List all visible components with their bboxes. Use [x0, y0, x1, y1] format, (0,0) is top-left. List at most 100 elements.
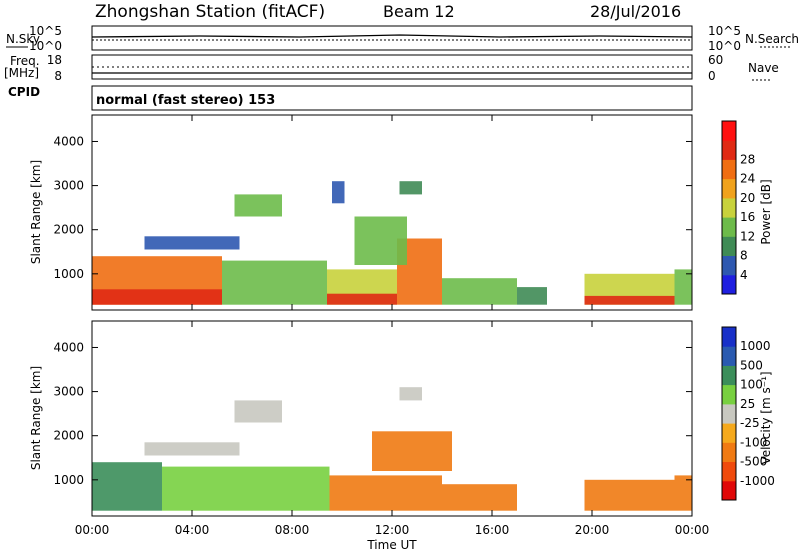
colorbar-tick-label: -25	[740, 416, 760, 430]
power-region-11	[144, 236, 240, 250]
power-region-6	[442, 278, 517, 305]
nave-label: Nave	[748, 61, 779, 75]
colorbar-segment	[722, 274, 736, 295]
cpid-label: CPID	[8, 85, 40, 99]
y-tick-label: 1000	[53, 267, 84, 281]
beam-label: Beam 12	[383, 2, 455, 21]
colorbar-tick-label: 500	[740, 358, 763, 372]
colorbar-frame	[721, 326, 737, 501]
power-region-10	[674, 269, 692, 305]
colorbar-segment	[722, 403, 736, 424]
x-tick-label: 16:00	[475, 523, 510, 537]
power-region-7	[517, 287, 547, 305]
power-ylabel: Slant Range [km]	[29, 160, 43, 264]
velocity-colorbar-label: Velocity [m s⁻¹]	[759, 371, 773, 464]
velocity-region-5	[584, 479, 675, 511]
nsky-label: N.Sky	[6, 32, 40, 46]
colorbar-segment	[722, 327, 736, 347]
velocity-colorbar: 1000 500 100 25 -25 -100 -500 -1000	[721, 326, 775, 501]
velocity-region-4	[442, 484, 517, 511]
colorbar-segment	[722, 384, 736, 405]
time-axis-label: Time UT	[366, 538, 417, 552]
velocity-region-8	[234, 400, 282, 423]
colorbar-frame	[721, 120, 737, 295]
power-region-12	[234, 194, 282, 217]
y-tick-label: 3000	[53, 385, 84, 399]
colorbar-tick-label: 8	[740, 249, 748, 263]
cpid-panel-frame	[91, 85, 693, 111]
y-tick-label: 2000	[53, 223, 84, 237]
colorbar-segment	[722, 255, 736, 276]
colorbar-segment	[722, 159, 736, 180]
velocity-region-6	[674, 475, 692, 511]
x-tick-label: 08:00	[275, 523, 310, 537]
colorbar-tick-label: 20	[740, 191, 755, 205]
colorbar-tick-label: 4	[740, 268, 748, 282]
velocity-y-axis: 1000 2000 3000 4000	[53, 340, 692, 487]
colorbar-tick-label: 1000	[740, 339, 771, 353]
cpid-text: normal (fast stereo) 153	[96, 93, 275, 108]
velocity-region-3	[372, 431, 452, 471]
colorbar-segment	[722, 346, 736, 366]
power-region-1	[92, 289, 222, 305]
nsky-trace	[91, 34, 693, 38]
velocity-region-0	[92, 462, 162, 511]
colorbar-tick-label: -500	[740, 455, 767, 469]
colorbar-tick-label: 25	[740, 397, 755, 411]
velocity-region-9	[399, 387, 422, 401]
colorbar-segment	[722, 442, 736, 462]
station-title: Zhongshan Station (fitACF)	[95, 2, 325, 22]
colorbar-segment	[722, 236, 736, 256]
power-region-14	[399, 181, 422, 195]
power-region-2	[222, 260, 327, 305]
x-tick-label: 12:00	[375, 523, 410, 537]
x-tick-label: 04:00	[175, 523, 210, 537]
colorbar-segment	[722, 217, 736, 237]
velocity-region-7	[144, 442, 240, 456]
nsearch-label: N.Search	[745, 32, 799, 46]
colorbar-tick-label: 16	[740, 210, 755, 224]
colorbar-tick-label: -100	[740, 435, 767, 449]
time-axis: 00:00 04:00 08:00 12:00 16:00 20:00 00:00	[75, 115, 710, 537]
x-tick-label: 00:00	[75, 523, 110, 537]
power-region-15	[354, 216, 407, 265]
velocity-ylabel: Slant Range [km]	[29, 366, 43, 470]
freq-label: Freq.	[10, 54, 40, 68]
colorbar-segment	[722, 121, 736, 141]
colorbar-segment	[722, 480, 736, 501]
colorbar-tick-label: -1000	[740, 474, 775, 488]
x-tick-label: 00:00	[675, 523, 710, 537]
colorbar-tick-label: 100	[740, 378, 763, 392]
power-region-9	[584, 295, 675, 305]
colorbar-segment	[722, 461, 736, 482]
power-region-4	[327, 293, 397, 305]
power-heatmap	[92, 181, 692, 305]
noise-panel-frame	[91, 25, 693, 51]
nsky-tick-bottom: 10^0	[29, 39, 62, 53]
colorbar-tick-label: 28	[740, 152, 755, 166]
colorbar-segment	[722, 140, 736, 160]
velocity-heatmap	[92, 387, 692, 511]
colorbar-tick-label: 24	[740, 172, 755, 186]
colorbar-tick-label: 12	[740, 229, 755, 243]
freq-unit: [MHz]	[4, 66, 39, 80]
colorbar-segment	[722, 365, 736, 386]
nave-tick-top: 60	[708, 53, 723, 67]
nsearch-tick-top: 10^5	[708, 24, 741, 38]
colorbar-segment	[722, 197, 736, 218]
y-tick-label: 2000	[53, 429, 84, 443]
y-tick-label: 3000	[53, 179, 84, 193]
velocity-region-1	[162, 466, 330, 511]
x-tick-label: 20:00	[575, 523, 610, 537]
power-colorbar: 4 8 12 16 20 24 28	[721, 120, 755, 295]
freq-tick-top: 18	[47, 53, 62, 67]
velocity-region-2	[329, 475, 442, 511]
y-tick-label: 1000	[53, 473, 84, 487]
nsky-tick-top: 10^5	[29, 24, 62, 38]
freq-tick-bottom: 8	[54, 69, 62, 83]
nave-tick-bottom: 0	[708, 69, 716, 83]
power-y-axis: 1000 2000 3000 4000	[53, 134, 692, 281]
colorbar-segment	[722, 423, 736, 443]
y-tick-label: 4000	[53, 340, 84, 354]
